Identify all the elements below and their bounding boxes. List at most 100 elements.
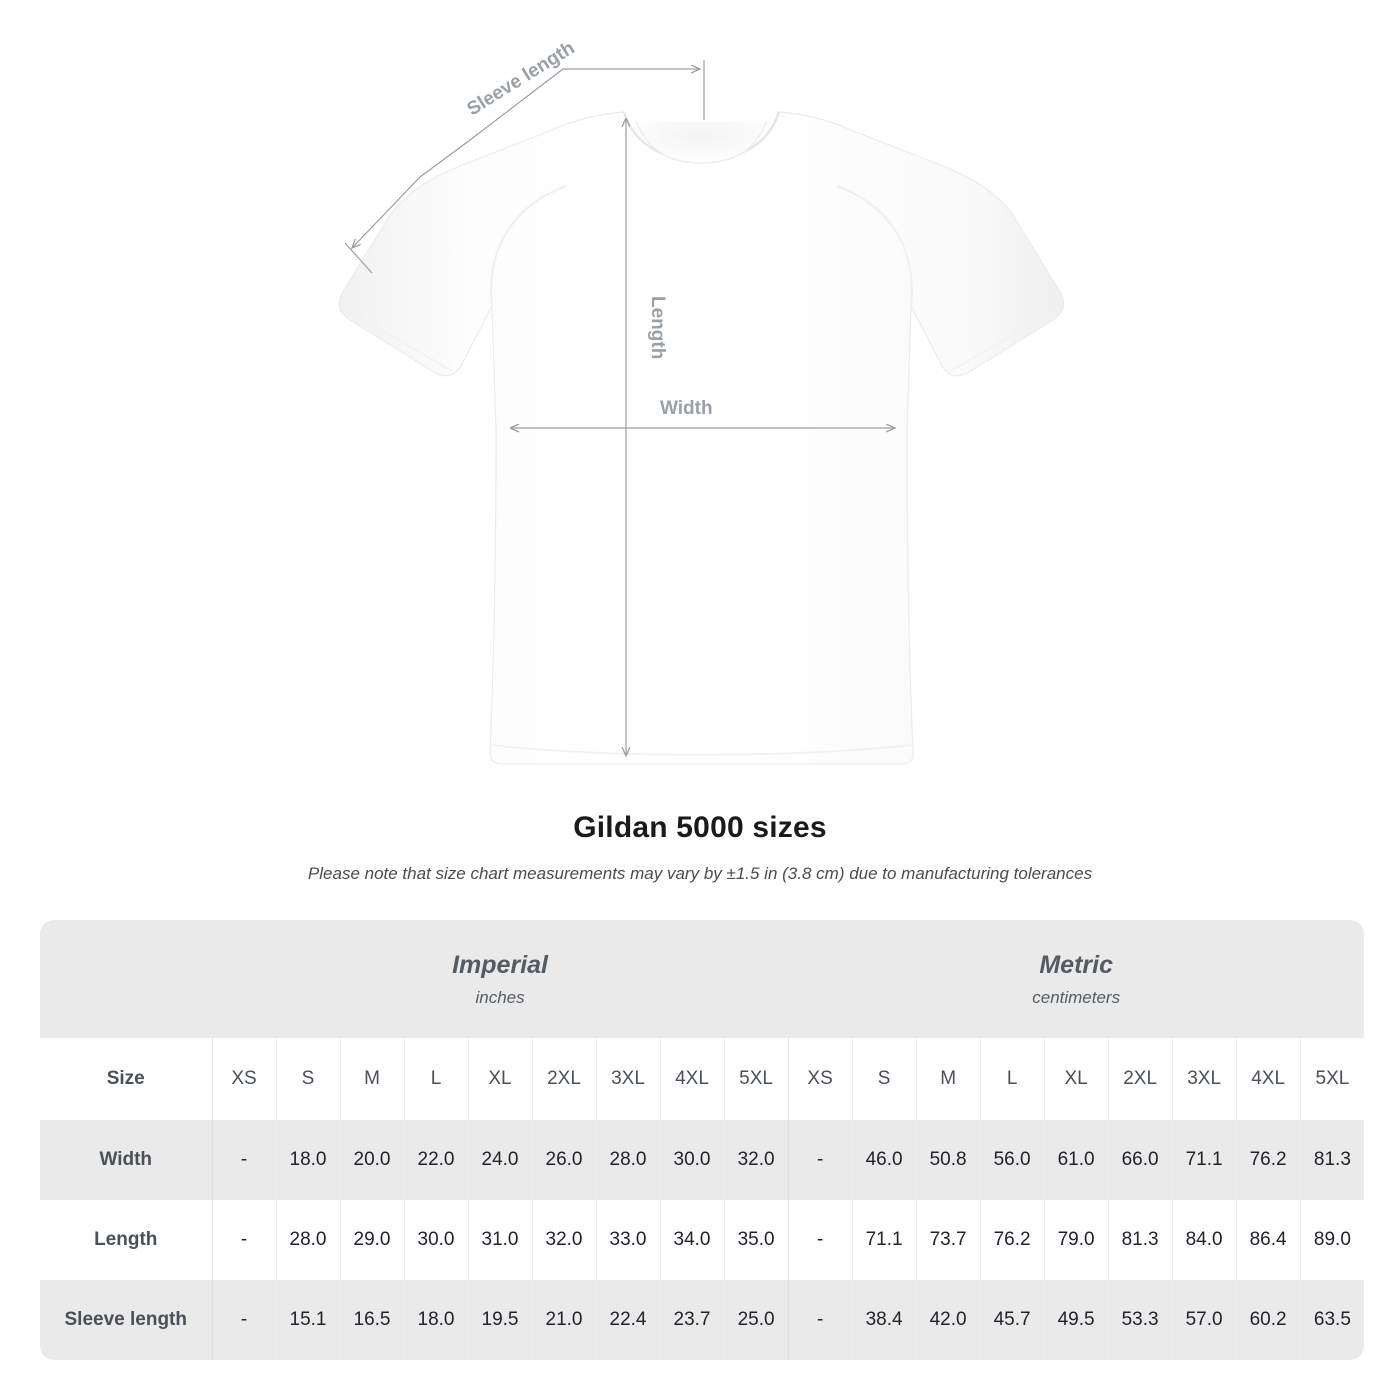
cell-length-metric-xl: 79.0 — [1043, 1200, 1109, 1281]
cell-width-metric-s: 46.0 — [851, 1120, 917, 1201]
tshirt-measurement-diagram: Sleeve length Length Width — [338, 38, 1065, 765]
cell-length-metric-4xl: 86.4 — [1235, 1200, 1301, 1281]
size-header-metric-2xl: 2XL — [1107, 1038, 1173, 1121]
length-dimension: Length — [626, 118, 668, 756]
cell-sleeve-metric-xl: 49.5 — [1043, 1280, 1109, 1361]
cell-width-metric-2xl: 66.0 — [1107, 1120, 1173, 1201]
cell-width-imperial-3xl: 28.0 — [595, 1120, 660, 1201]
tshirt-hem — [491, 744, 912, 756]
size-header-imperial-l: L — [403, 1038, 468, 1121]
size-header-imperial-2xl: 2XL — [531, 1038, 596, 1121]
size-table-wrap: Imperial inches Metric centimeters Size … — [40, 920, 1365, 1361]
size-header-imperial-5xl: 5XL — [723, 1038, 789, 1121]
tshirt-body-shape — [338, 111, 1065, 765]
cell-length-metric-5xl: 89.0 — [1299, 1200, 1365, 1281]
cell-width-imperial-xs: - — [211, 1120, 276, 1201]
cell-length-imperial-3xl: 33.0 — [595, 1200, 660, 1281]
cell-length-imperial-l: 30.0 — [403, 1200, 468, 1281]
size-header-imperial-3xl: 3XL — [595, 1038, 660, 1121]
length-label: Length — [647, 296, 668, 359]
cell-width-imperial-s: 18.0 — [275, 1120, 340, 1201]
imperial-unit-cell: Imperial inches — [212, 920, 789, 1039]
imperial-unit-sub: inches — [475, 987, 525, 1007]
cell-sleeve-metric-5xl: 63.5 — [1299, 1280, 1365, 1361]
cell-length-metric-m: 73.7 — [915, 1200, 981, 1281]
units-spacer-cell — [40, 920, 212, 1039]
tshirt-illustration — [338, 111, 1065, 765]
tshirt-right-cuff — [950, 313, 1049, 372]
heading-block: Gildan 5000 sizes Please note that size … — [0, 800, 1400, 884]
size-header-metric-3xl: 3XL — [1171, 1038, 1237, 1121]
cell-length-imperial-xs: - — [211, 1200, 276, 1281]
cell-sleeve-metric-m: 42.0 — [915, 1280, 981, 1361]
cell-sleeve-imperial-xs: - — [211, 1280, 276, 1361]
cell-sleeve-metric-2xl: 53.3 — [1107, 1280, 1173, 1361]
metric-unit-name: Metric — [1039, 951, 1113, 980]
table-row: Width - 18.0 20.0 22.0 24.0 26.0 28.0 30… — [40, 1120, 1365, 1201]
cell-sleeve-imperial-2xl: 21.0 — [531, 1280, 596, 1361]
metric-unit-cell: Metric centimeters — [788, 920, 1365, 1039]
units-header-row: Imperial inches Metric centimeters — [40, 920, 1365, 1039]
size-header-label: Size — [40, 1038, 212, 1121]
size-header-imperial-xs: XS — [211, 1038, 276, 1121]
cell-length-metric-l: 76.2 — [979, 1200, 1045, 1281]
size-header-metric-m: M — [915, 1038, 981, 1121]
cell-sleeve-metric-4xl: 60.2 — [1235, 1280, 1301, 1361]
cell-width-imperial-l: 22.0 — [403, 1120, 468, 1201]
cell-width-metric-5xl: 81.3 — [1299, 1120, 1365, 1201]
tolerance-note: Please note that size chart measurements… — [307, 864, 1093, 883]
row-label-length: Length — [40, 1200, 212, 1281]
cell-length-imperial-4xl: 34.0 — [659, 1200, 724, 1281]
cell-width-imperial-xl: 24.0 — [467, 1120, 532, 1201]
sleeve-length-end-tick — [344, 242, 373, 274]
cell-width-metric-xl: 61.0 — [1043, 1120, 1109, 1201]
tshirt-diagram-svg: Sleeve length Length Width — [338, 38, 1065, 765]
cell-length-imperial-2xl: 32.0 — [531, 1200, 596, 1281]
cell-sleeve-imperial-l: 18.0 — [403, 1280, 468, 1361]
table-row: Sleeve length - 15.1 16.5 18.0 19.5 21.0… — [40, 1280, 1365, 1361]
size-header-row: Size XS S M L XL 2XL 3XL 4XL 5XL XS S M … — [40, 1038, 1365, 1121]
cell-width-metric-l: 56.0 — [979, 1120, 1045, 1201]
metric-unit-sub: centimeters — [1032, 987, 1121, 1007]
row-label-sleeve-length: Sleeve length — [40, 1280, 212, 1361]
tshirt-left-sleeve-seam — [490, 185, 567, 307]
cell-length-metric-3xl: 84.0 — [1171, 1200, 1237, 1281]
cell-sleeve-metric-xs: - — [787, 1280, 853, 1361]
size-header-metric-s: S — [851, 1038, 917, 1121]
sleeve-length-label: Sleeve length — [464, 38, 579, 121]
sleeve-length-diagonal-line — [352, 68, 564, 248]
cell-sleeve-imperial-xl: 19.5 — [467, 1280, 532, 1361]
size-header-metric-4xl: 4XL — [1235, 1038, 1301, 1121]
cell-sleeve-imperial-s: 15.1 — [275, 1280, 340, 1361]
table-row: Length - 28.0 29.0 30.0 31.0 32.0 33.0 3… — [40, 1200, 1365, 1281]
size-header-imperial-4xl: 4XL — [659, 1038, 724, 1121]
imperial-unit-name: Imperial — [452, 951, 548, 980]
cell-sleeve-imperial-5xl: 25.0 — [723, 1280, 789, 1361]
cell-width-imperial-2xl: 26.0 — [531, 1120, 596, 1201]
width-dimension: Width — [510, 398, 895, 428]
cell-width-metric-xs: - — [787, 1120, 853, 1201]
page-title: Gildan 5000 sizes — [573, 811, 827, 844]
cell-length-metric-xs: - — [787, 1200, 853, 1281]
cell-width-imperial-5xl: 32.0 — [723, 1120, 789, 1201]
tshirt-left-cuff — [354, 313, 453, 372]
cell-sleeve-imperial-3xl: 22.4 — [595, 1280, 660, 1361]
width-label: Width — [660, 398, 713, 419]
cell-width-imperial-4xl: 30.0 — [659, 1120, 724, 1201]
cell-length-metric-s: 71.1 — [851, 1200, 917, 1281]
size-header-metric-xl: XL — [1043, 1038, 1109, 1121]
cell-length-imperial-5xl: 35.0 — [723, 1200, 789, 1281]
size-header-metric-xs: XS — [787, 1038, 853, 1121]
cell-width-imperial-m: 20.0 — [339, 1120, 404, 1201]
cell-sleeve-metric-l: 45.7 — [979, 1280, 1045, 1361]
cell-width-metric-m: 50.8 — [915, 1120, 981, 1201]
cell-length-metric-2xl: 81.3 — [1107, 1200, 1173, 1281]
cell-width-metric-3xl: 71.1 — [1171, 1120, 1237, 1201]
cell-length-imperial-xl: 31.0 — [467, 1200, 532, 1281]
size-chart-table: Imperial inches Metric centimeters Size … — [40, 920, 1365, 1361]
cell-sleeve-metric-s: 38.4 — [851, 1280, 917, 1361]
cell-width-metric-4xl: 76.2 — [1235, 1120, 1301, 1201]
cell-sleeve-imperial-m: 16.5 — [339, 1280, 404, 1361]
cell-sleeve-metric-3xl: 57.0 — [1171, 1280, 1237, 1361]
size-header-metric-5xl: 5XL — [1299, 1038, 1365, 1121]
